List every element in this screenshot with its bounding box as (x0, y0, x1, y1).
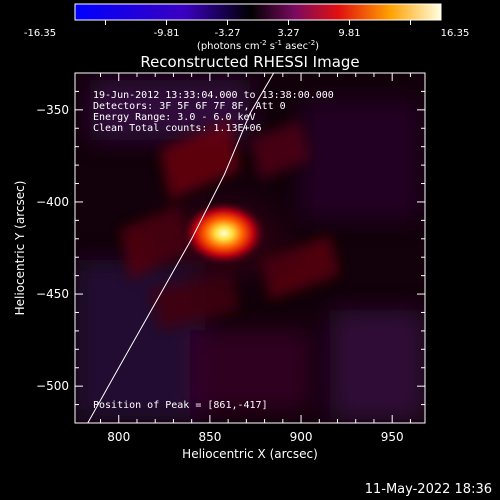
annotation-peak-position: Position of Peak = [861,-417] (93, 400, 268, 411)
plot-frame (74, 72, 426, 424)
y-tick-label: −350 (36, 103, 69, 117)
footer-timestamp: 11-May-2022 18:36 (365, 482, 492, 497)
solar-limb-line (87, 73, 275, 423)
y-axis-label: Heliocentric Y (arcsec) (13, 181, 27, 316)
annotation-energy: Energy Range: 3.0 - 6.0 keV (93, 112, 256, 123)
colorbar: -16.35 -9.81 -3.27 3.27 9.81 16.35 (photons c… (24, 3, 469, 52)
x-tick-label: 850 (198, 430, 221, 444)
heatmap-image (75, 73, 425, 423)
x-tick-label: 900 (290, 430, 313, 444)
colorbar-unit-label: (photons cm-2 s-1 asec-2) (197, 39, 319, 52)
colorbar-tick-label: -9.81 (154, 28, 180, 39)
chart-title: Reconstructed RHESSI Image (140, 53, 359, 71)
colorbar-bar (74, 3, 442, 21)
colorbar-tick-label: -16.35 (24, 28, 56, 39)
x-axis-label: Heliocentric X (arcsec) (182, 447, 318, 461)
colorbar-ticks: -16.35 -9.81 -3.27 3.27 9.81 16.35 (24, 20, 469, 39)
x-tick-label: 800 (107, 430, 130, 444)
colorbar-tick-label: 9.81 (338, 28, 360, 39)
y-tick-label: −450 (36, 287, 69, 301)
x-tick-label: 950 (381, 430, 404, 444)
annotation-time: 19-Jun-2012 13:33:04.000 to 13:38:00.000 (93, 90, 334, 101)
colorbar-tick-label: 16.35 (441, 28, 470, 39)
y-tick-label: −500 (36, 379, 69, 393)
axis-ticks: 800 850 900 950 −350 −400 −450 −500 (36, 73, 425, 444)
colorbar-tick-label: -3.27 (215, 28, 241, 39)
y-tick-label: −400 (36, 195, 69, 209)
annotation-detectors: Detectors: 3F 5F 6F 7F 8F, Att 0 (93, 101, 286, 112)
annotation-clean: Clean Total counts: 1.13E+06 (93, 123, 262, 134)
colorbar-tick-label: 3.27 (277, 28, 299, 39)
